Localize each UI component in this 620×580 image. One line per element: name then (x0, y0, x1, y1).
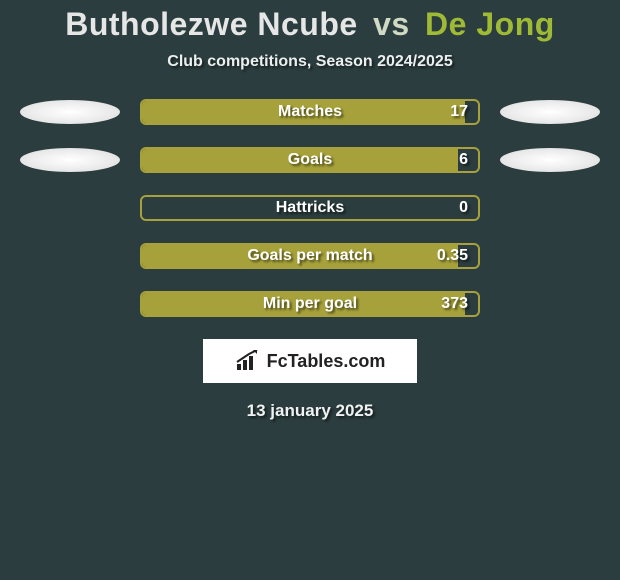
ellipse-left (20, 100, 120, 124)
title-vs: vs (373, 6, 410, 42)
ellipse-right (500, 148, 600, 172)
stat-bar: Matches 17 (140, 99, 480, 125)
stat-bar-label: Hattricks (142, 197, 478, 219)
stat-row: Goals 6 (0, 147, 620, 173)
bar-chart-icon (235, 350, 261, 372)
stat-bar: Hattricks 0 (140, 195, 480, 221)
stat-bar-value: 17 (450, 101, 468, 123)
stat-bar: Goals per match 0.35 (140, 243, 480, 269)
stat-bar-value: 6 (459, 149, 468, 171)
stat-row: Min per goal 373 (0, 291, 620, 317)
stat-row: Goals per match 0.35 (0, 243, 620, 269)
logo-text: FcTables.com (267, 351, 386, 372)
logo-box: FcTables.com (203, 339, 417, 383)
stat-bar-label: Matches (142, 101, 478, 123)
ellipse-left (20, 148, 120, 172)
stat-bar-label: Min per goal (142, 293, 478, 315)
player2-name: De Jong (425, 6, 555, 42)
stat-bar: Goals 6 (140, 147, 480, 173)
stat-bar-value: 0.35 (437, 245, 468, 267)
stat-bar-value: 373 (441, 293, 468, 315)
comparison-card: Butholezwe Ncube vs De Jong Club competi… (0, 0, 620, 421)
stat-bar-label: Goals per match (142, 245, 478, 267)
stat-rows: Matches 17 Goals 6 Hattricks 0 (0, 99, 620, 317)
date-text: 13 january 2025 (0, 401, 620, 421)
stat-bar: Min per goal 373 (140, 291, 480, 317)
stat-row: Hattricks 0 (0, 195, 620, 221)
ellipse-right (500, 100, 600, 124)
subtitle: Club competitions, Season 2024/2025 (0, 53, 620, 71)
stat-row: Matches 17 (0, 99, 620, 125)
player1-name: Butholezwe Ncube (65, 6, 357, 42)
stat-bar-value: 0 (459, 197, 468, 219)
stat-bar-label: Goals (142, 149, 478, 171)
title: Butholezwe Ncube vs De Jong (0, 6, 620, 43)
